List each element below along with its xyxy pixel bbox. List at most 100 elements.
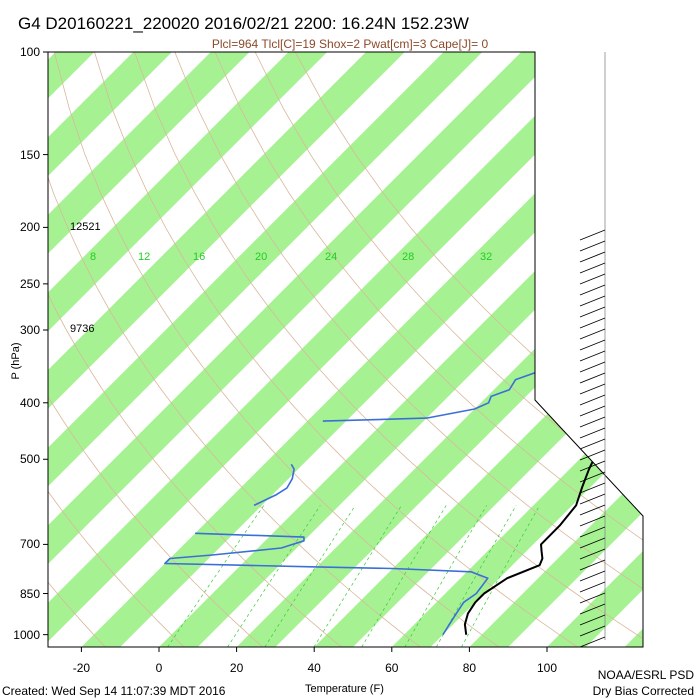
wind-barb <box>579 350 606 362</box>
wind-barb <box>579 515 606 527</box>
isotherm-band <box>48 52 638 647</box>
mixing-ratio-label: 8 <box>90 251 97 263</box>
x-tick-label: 20 <box>229 661 244 675</box>
wind-barb <box>579 438 606 450</box>
wind-barb <box>579 427 606 439</box>
dry-adiabat-line <box>254 52 643 647</box>
x-tick-label: -20 <box>72 661 91 675</box>
wind-barb <box>579 570 606 582</box>
created-timestamp: Created: Wed Sep 14 11:07:39 MDT 2016 <box>2 684 226 698</box>
wind-barb <box>579 306 606 318</box>
isotherm-band <box>48 52 483 647</box>
wind-barb <box>579 339 606 351</box>
wind-barb <box>579 482 606 494</box>
y-tick-label: 100 <box>19 45 40 59</box>
wind-barb <box>579 625 606 637</box>
wind-barb <box>579 317 606 329</box>
mixing-ratio-line <box>167 505 265 647</box>
dry-adiabat-line <box>134 52 643 647</box>
dry-adiabat-line <box>48 52 106 647</box>
chart-indices: Plcl=964 Tlcl[C]=19 Shox=2 Pwat[cm]=3 Ca… <box>211 37 489 51</box>
wind-barb <box>579 240 606 252</box>
y-tick-label: 250 <box>19 276 40 291</box>
wind-barb <box>579 372 606 384</box>
dry-adiabat-line <box>174 52 643 647</box>
chart-title: G4 D20160221_220020 2016/02/21 2200: 16.… <box>18 14 469 33</box>
wind-barb <box>579 548 606 560</box>
dry-adiabat-line <box>48 52 185 647</box>
wind-barb <box>579 449 606 461</box>
mixing-ratio-line <box>436 505 517 647</box>
mixing-ratio-lines <box>167 505 540 647</box>
wind-barb <box>579 493 606 505</box>
mixing-ratio-label: 12 <box>138 251 151 263</box>
wind-barb <box>579 328 606 340</box>
isotherm-band <box>48 52 560 647</box>
wind-barbs <box>579 52 606 648</box>
wind-barb <box>579 361 606 373</box>
mixing-ratio-label: 32 <box>480 251 493 263</box>
y-tick-label: 150 <box>19 147 40 162</box>
wind-barb <box>579 273 606 285</box>
wind-barb <box>579 614 606 626</box>
mixing-ratio-line <box>227 505 321 647</box>
wind-barb <box>579 416 606 428</box>
isotherm-band <box>48 52 328 647</box>
wind-barb <box>579 295 606 307</box>
wind-barb <box>579 581 606 593</box>
y-tick-label: 200 <box>19 220 40 235</box>
mixing-ratio-line <box>264 505 356 647</box>
wind-barb <box>579 229 606 241</box>
isotherm-band <box>624 52 643 647</box>
y-tick-label: 300 <box>19 322 40 337</box>
wind-barb <box>579 504 606 516</box>
dry-adiabat-line <box>48 52 342 647</box>
wind-barb <box>579 284 606 296</box>
y-tick-label: 500 <box>19 452 40 467</box>
y-tick-label: 850 <box>19 586 40 601</box>
x-tick-label: 100 <box>536 661 558 675</box>
mixing-ratio-label: 16 <box>193 251 206 263</box>
wind-barb <box>579 636 606 648</box>
dry-adiabat-line <box>294 52 643 647</box>
wind-barb <box>579 559 606 571</box>
x-axis-title: Temperature (F) <box>305 683 384 695</box>
wind-barb <box>579 460 606 472</box>
mixing-ratio-label: 20 <box>255 251 268 263</box>
mixing-ratio-line <box>404 505 487 647</box>
mixing-ratio-line <box>461 505 540 647</box>
dry-adiabat-line <box>48 52 421 647</box>
wind-barb <box>579 537 606 549</box>
temperature-bands <box>48 52 643 647</box>
y-tick-label: 400 <box>19 395 40 410</box>
y-axis-title: P (hPa) <box>10 342 22 380</box>
mixing-ratio-label: 28 <box>402 251 415 263</box>
dry-adiabat-line <box>48 52 264 647</box>
dry-adiabats <box>48 52 643 647</box>
dry-adiabat-line <box>94 52 578 647</box>
mixing-ratio-label: 24 <box>325 251 338 263</box>
plot-frame <box>47 51 644 648</box>
height-annotation-200: 12521 <box>70 221 101 233</box>
wind-barb <box>579 251 606 263</box>
wind-barb <box>579 603 606 615</box>
wind-barb <box>579 383 606 395</box>
y-tick-label: 700 <box>19 537 40 552</box>
x-tick-label: 80 <box>462 661 477 675</box>
isotherm-band <box>48 52 250 647</box>
isotherm-band <box>391 52 643 647</box>
x-tick-label: 40 <box>307 661 321 675</box>
wind-barb <box>579 471 606 483</box>
height-annotation-300: 9736 <box>70 323 95 335</box>
wind-barb <box>579 405 606 417</box>
credit-line-1: NOAA/ESRL PSD <box>597 668 694 682</box>
dry-adiabat-line <box>53 52 500 647</box>
wind-barb <box>579 262 606 274</box>
x-tick-label: 0 <box>155 661 163 675</box>
credit-line-2: Dry Bias Corrected <box>592 684 694 698</box>
wind-barb <box>579 526 606 538</box>
wind-barb <box>579 592 606 604</box>
x-tick-label: 60 <box>385 661 399 675</box>
